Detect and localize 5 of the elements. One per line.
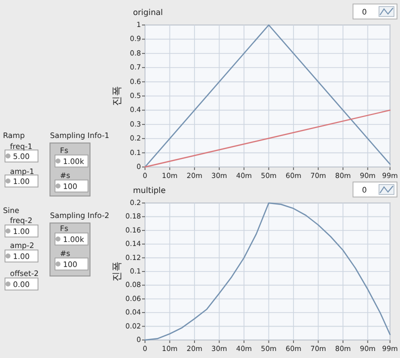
chart-title: original — [133, 8, 163, 17]
y-axis-title: 진폭 — [112, 86, 123, 106]
line-series — [144, 202, 391, 341]
chart-title: multiple — [133, 186, 166, 195]
y-axis-title: 진폭 — [112, 262, 123, 282]
